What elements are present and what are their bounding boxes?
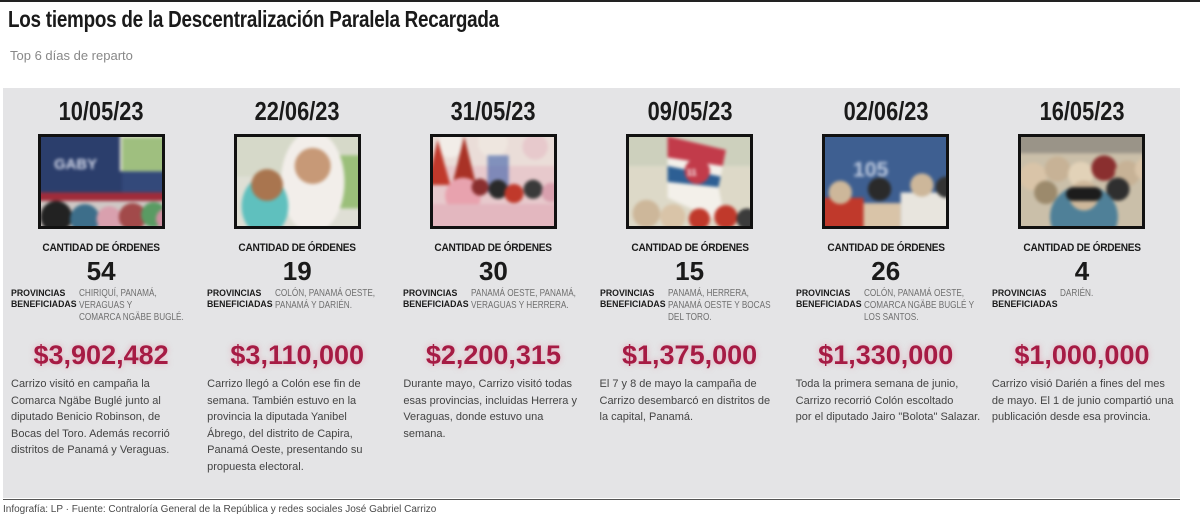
svg-text:11: 11 (687, 167, 698, 178)
svg-text:GABY: GABY (54, 157, 97, 173)
svg-text:105: 105 (853, 159, 889, 182)
